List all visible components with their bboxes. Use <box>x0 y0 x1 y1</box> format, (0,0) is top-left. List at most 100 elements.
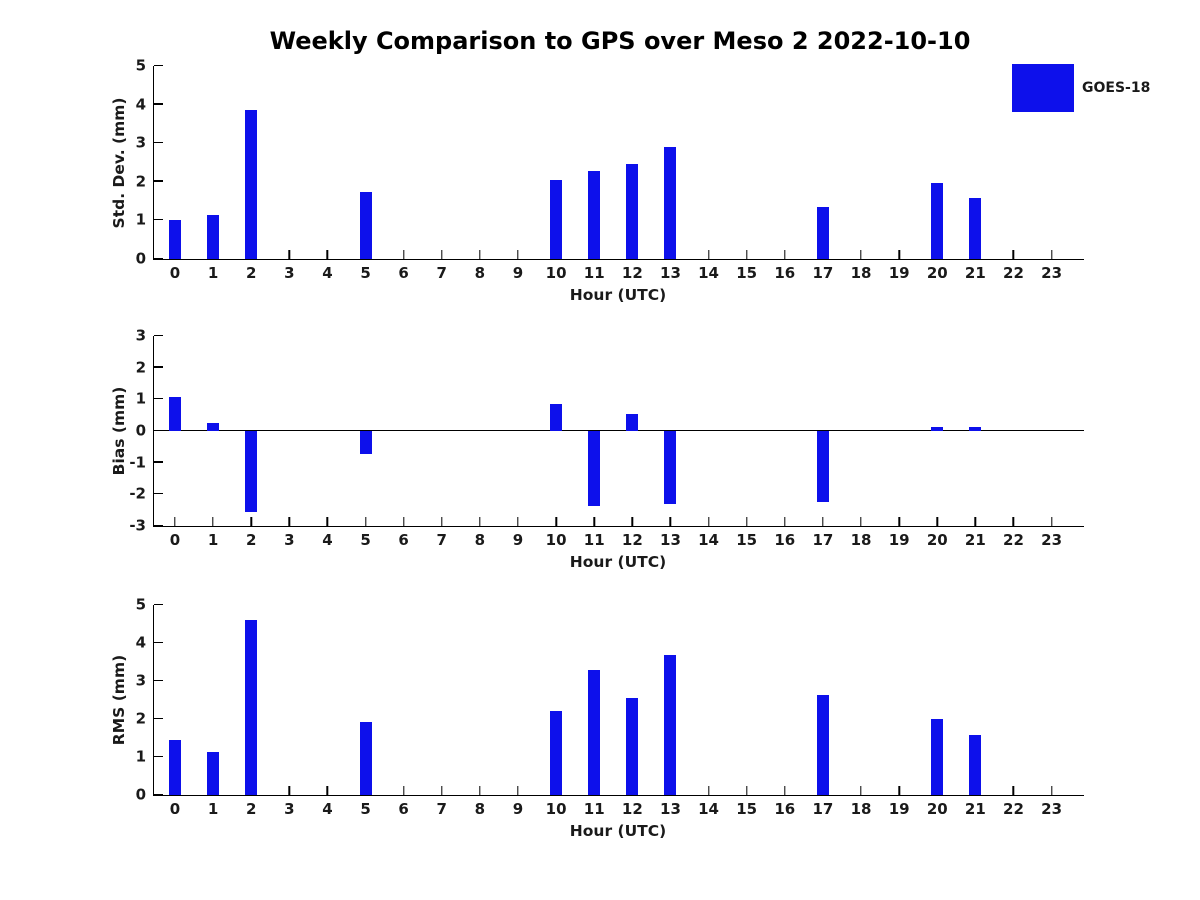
bar-hour-17 <box>816 206 829 259</box>
y-tick-mark <box>154 397 163 400</box>
bar-hour-1 <box>207 215 220 259</box>
x-tick-mark <box>1012 517 1015 526</box>
x-tick-label: 11 <box>583 800 605 818</box>
x-tick-label: 13 <box>660 531 681 549</box>
bar-hour-10 <box>550 180 563 259</box>
x-tick-label: 16 <box>774 531 796 549</box>
x-axis-label-rms: Hour (UTC) <box>569 822 667 840</box>
x-tick-mark <box>860 250 862 259</box>
y-tick-mark <box>154 103 163 105</box>
x-tick-label: 14 <box>698 800 719 818</box>
x-tick-label: 19 <box>888 800 910 818</box>
x-tick-label: 6 <box>398 264 409 282</box>
x-tick-mark <box>1012 786 1015 795</box>
y-tick-label: 3 <box>135 671 146 690</box>
y-tick-label: 0 <box>135 785 146 804</box>
y-tick-label: 0 <box>135 249 146 268</box>
x-tick-label: 19 <box>888 264 910 282</box>
x-tick-label: 18 <box>850 264 872 282</box>
x-tick-mark <box>326 786 329 795</box>
x-tick-mark <box>441 250 443 259</box>
y-tick-label: 1 <box>135 747 146 766</box>
x-tick-mark <box>707 250 710 259</box>
x-axis-label-std-dev: Hour (UTC) <box>569 286 667 304</box>
x-tick-mark <box>517 517 519 526</box>
x-tick-label: 0 <box>169 531 181 549</box>
x-tick-mark <box>326 517 329 526</box>
x-tick-mark <box>784 517 786 526</box>
y-tick-mark <box>154 793 163 795</box>
x-tick-mark <box>1050 250 1053 259</box>
bar-hour-2 <box>245 620 258 795</box>
subplot-rms: RMS (mm) 0 1 2 3 4 5 0 1 2 3 4 5 6 7 8 9 10 11 12 13 14 15 16 1… <box>0 597 1200 840</box>
x-tick-label: 0 <box>169 264 181 282</box>
bar-hour-21 <box>969 197 982 259</box>
chart-title: Weekly Comparison to GPS over Meso 2 202… <box>269 27 971 55</box>
x-tick-label: 18 <box>850 531 872 549</box>
bar-hour-0 <box>168 397 181 431</box>
x-tick-label: 12 <box>621 531 643 549</box>
x-tick-mark <box>898 517 900 526</box>
x-tick-label: 18 <box>850 800 872 818</box>
y-tick-label: -2 <box>129 484 146 503</box>
y-tick-label: -3 <box>129 516 146 535</box>
subplot-std-dev: Std. Dev. (mm) 0 1 2 3 4 5 0 1 2 3 4 5 6 7 8 9 10 11 12 13 1… <box>0 58 1200 304</box>
y-tick-mark <box>154 717 163 719</box>
x-tick-label: 8 <box>474 264 486 282</box>
x-tick-mark <box>326 250 329 259</box>
x-tick-label: 12 <box>621 264 643 282</box>
x-tick-mark <box>517 250 519 259</box>
bar-hour-1 <box>207 422 220 431</box>
x-tick-label: 16 <box>774 800 796 818</box>
x-tick-label: 20 <box>926 800 948 818</box>
x-tick-label: 9 <box>512 264 524 282</box>
x-tick-mark <box>441 786 443 795</box>
x-tick-mark <box>441 517 443 526</box>
x-tick-label: 15 <box>736 531 758 549</box>
bar-hour-13 <box>664 147 677 259</box>
x-tick-label: 8 <box>474 800 486 818</box>
bar-hour-17 <box>816 431 829 503</box>
y-tick-mark <box>154 603 163 605</box>
x-tick-label: 1 <box>207 531 219 549</box>
x-tick-label: 15 <box>736 264 758 282</box>
x-tick-label: 12 <box>621 800 643 818</box>
bar-hour-2 <box>245 431 258 513</box>
y-tick-label: 0 <box>135 421 146 440</box>
x-tick-label: 8 <box>474 531 486 549</box>
x-tick-mark <box>402 250 405 259</box>
y-tick-mark <box>154 461 163 463</box>
x-tick-label: 2 <box>245 531 257 549</box>
x-tick-label: 22 <box>1003 264 1024 282</box>
x-tick-mark <box>784 786 786 795</box>
x-tick-label: 4 <box>322 264 333 282</box>
bar-hour-12 <box>626 163 639 259</box>
bar-hour-10 <box>550 711 563 795</box>
plot-area-rms: 0 1 2 3 4 5 0 1 2 3 4 5 6 7 8 9 10 11 12 13 14 15 16 17 18 19 20 21… <box>136 597 1084 817</box>
x-tick-label: 22 <box>1003 800 1024 818</box>
y-tick-mark <box>154 257 163 259</box>
x-tick-mark <box>1050 517 1053 526</box>
bar-hour-10 <box>550 404 563 431</box>
bar-hour-20 <box>931 182 944 259</box>
x-tick-label: 2 <box>245 800 257 818</box>
x-tick-label: 20 <box>926 264 948 282</box>
x-tick-label: 21 <box>964 264 986 282</box>
x-tick-label: 10 <box>545 800 567 818</box>
x-tick-label: 17 <box>812 264 834 282</box>
x-tick-label: 23 <box>1041 800 1063 818</box>
x-tick-label: 17 <box>812 800 834 818</box>
y-axis-label-rms: RMS (mm) <box>110 654 128 746</box>
x-axis-label-bias: Hour (UTC) <box>569 553 667 571</box>
x-tick-mark <box>517 786 519 795</box>
x-tick-mark <box>288 250 290 259</box>
x-tick-mark <box>860 517 862 526</box>
x-tick-mark <box>1012 250 1015 259</box>
x-tick-mark <box>1050 786 1053 795</box>
x-tick-mark <box>364 517 367 526</box>
x-tick-mark <box>555 517 557 526</box>
x-tick-mark <box>212 517 214 526</box>
bar-hour-17 <box>816 694 829 795</box>
x-tick-mark <box>745 250 748 259</box>
bar-hour-5 <box>359 722 372 795</box>
